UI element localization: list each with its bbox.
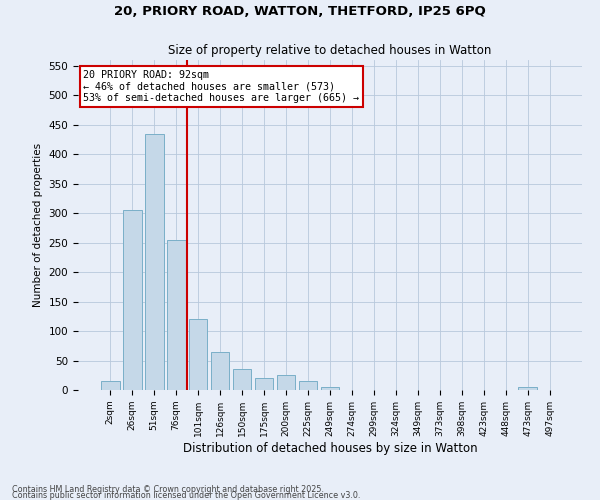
Bar	[211, 352, 229, 390]
Title: Size of property relative to detached houses in Watton: Size of property relative to detached ho…	[169, 44, 491, 58]
Bar	[189, 320, 208, 390]
Bar	[320, 387, 340, 390]
Bar	[123, 210, 142, 390]
Text: 20, PRIORY ROAD, WATTON, THETFORD, IP25 6PQ: 20, PRIORY ROAD, WATTON, THETFORD, IP25 …	[114, 5, 486, 18]
Bar	[233, 370, 251, 390]
Text: Contains HM Land Registry data © Crown copyright and database right 2025.: Contains HM Land Registry data © Crown c…	[12, 484, 324, 494]
Text: Contains public sector information licensed under the Open Government Licence v3: Contains public sector information licen…	[12, 490, 361, 500]
Bar	[277, 376, 295, 390]
Bar	[299, 381, 317, 390]
Bar	[167, 240, 185, 390]
X-axis label: Distribution of detached houses by size in Watton: Distribution of detached houses by size …	[182, 442, 478, 454]
Text: 20 PRIORY ROAD: 92sqm
← 46% of detached houses are smaller (573)
53% of semi-det: 20 PRIORY ROAD: 92sqm ← 46% of detached …	[83, 70, 359, 103]
Bar	[255, 378, 274, 390]
Bar	[145, 134, 164, 390]
Y-axis label: Number of detached properties: Number of detached properties	[33, 143, 43, 307]
Bar	[518, 387, 537, 390]
Bar	[101, 381, 119, 390]
